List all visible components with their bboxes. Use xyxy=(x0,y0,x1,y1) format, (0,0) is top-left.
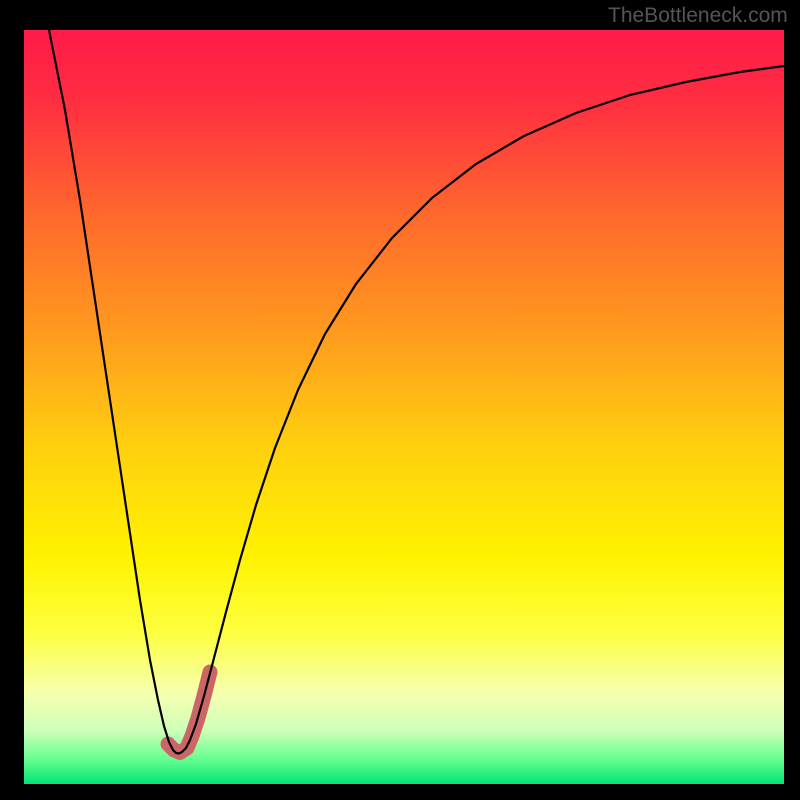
chart-svg xyxy=(0,0,800,800)
plot-background xyxy=(24,30,784,784)
watermark-text: TheBottleneck.com xyxy=(608,4,788,28)
bottleneck-chart: TheBottleneck.com xyxy=(0,0,800,800)
